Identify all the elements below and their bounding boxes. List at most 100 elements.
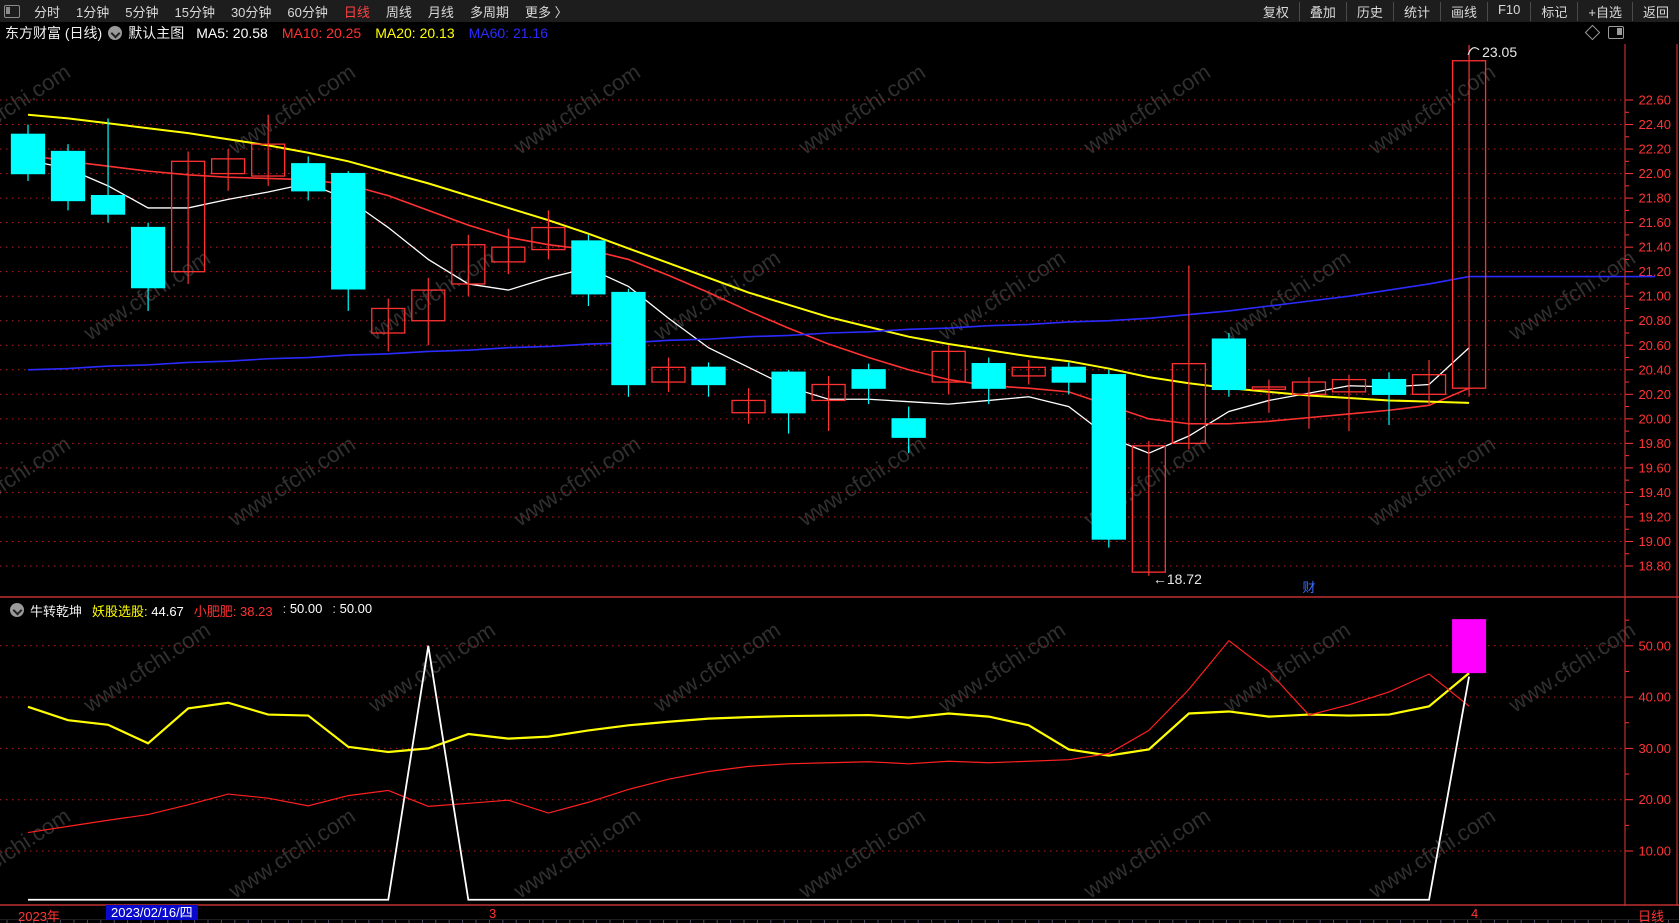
candle-body[interactable] [931, 350, 966, 383]
indicator-field-3: : 50.00 [332, 601, 372, 620]
indicator-field-0: 妖股选股: 44.67 [92, 601, 184, 620]
price-axis-label: 21.60 [1638, 215, 1671, 230]
status-bar: 2023年 2023/02/16/四 3 4 日线 [0, 905, 1679, 923]
action-button-复权[interactable]: 复权 [1262, 4, 1289, 20]
period-tab-5分钟[interactable]: 5分钟 [125, 4, 159, 20]
candle-body[interactable] [251, 143, 286, 177]
indicator-field-value: 38.23 [240, 603, 273, 619]
watermark: www.cfchi.com [933, 245, 1069, 346]
candle-body[interactable] [1131, 445, 1166, 573]
price-axis-label: 19.00 [1638, 534, 1671, 549]
candle-body[interactable] [651, 366, 686, 383]
candle-body[interactable] [1291, 381, 1327, 395]
candle-body[interactable] [611, 291, 646, 386]
indicator-field-2: : 50.00 [283, 601, 323, 620]
candle-body[interactable] [491, 246, 526, 263]
candle-body[interactable] [531, 226, 566, 251]
candle-body[interactable] [1051, 366, 1086, 383]
candle-body[interactable] [1251, 386, 1287, 391]
watermark: www.cfchi.com [363, 245, 499, 346]
price-axis-label: 19.60 [1638, 460, 1671, 475]
window-icon[interactable] [4, 4, 20, 18]
period-tab-多周期[interactable]: 多周期 [469, 4, 509, 20]
candle-body[interactable] [1211, 338, 1247, 391]
candle-body[interactable] [891, 418, 926, 438]
candle-body[interactable] [10, 133, 46, 175]
candle-body[interactable] [571, 240, 606, 295]
price-axis-label: 19.20 [1638, 509, 1671, 524]
candle-body[interactable] [1091, 374, 1126, 540]
action-button-F10[interactable]: F10 [1486, 1, 1530, 21]
period-tab-月线[interactable]: 月线 [427, 4, 454, 20]
price-axis-label: 20.80 [1638, 313, 1671, 328]
action-button-标记[interactable]: 标记 [1530, 1, 1577, 21]
action-button-画线[interactable]: 画线 [1439, 1, 1487, 21]
candle-body[interactable] [771, 371, 806, 414]
signal-bar[interactable] [1452, 619, 1487, 674]
split-pane-icon[interactable] [1608, 26, 1624, 39]
period-tab-周线[interactable]: 周线 [385, 4, 412, 20]
action-button-叠加[interactable]: 叠加 [1298, 1, 1346, 21]
price-axis-label: 20.20 [1638, 387, 1671, 402]
candle-body[interactable] [1371, 378, 1407, 395]
watermark: www.cfchi.com [793, 803, 929, 904]
candle-body[interactable] [291, 163, 326, 192]
candle-body[interactable] [1451, 60, 1487, 389]
main-chart-label: 默认主图 [128, 25, 185, 41]
period-tab-分时[interactable]: 分时 [34, 4, 61, 20]
period-tab-更多 〉[interactable]: 更多 〉 [524, 4, 568, 20]
stock-title: 东方财富 (日线) [5, 25, 103, 41]
indicator-field-label: : [282, 600, 290, 616]
watermark: www.cfchi.com [223, 803, 359, 904]
candle-body[interactable] [1011, 366, 1046, 377]
watermark: www.cfchi.com [223, 431, 359, 532]
period-tab-1分钟[interactable]: 1分钟 [76, 4, 110, 20]
chevron-down-icon[interactable] [108, 26, 123, 40]
candle-body[interactable] [90, 195, 126, 215]
indicator-line-白线 [28, 645, 1470, 901]
watermark: www.cfchi.com [1078, 803, 1214, 904]
candle-body[interactable] [371, 307, 406, 334]
action-button-+自选[interactable]: +自选 [1577, 1, 1632, 21]
period-tab-15分钟[interactable]: 15分钟 [174, 4, 215, 20]
chevron-down-icon[interactable] [10, 603, 24, 617]
indicator-field-label: 妖股选股: [92, 603, 152, 619]
date-label[interactable]: 2023/02/16/四 [106, 905, 198, 920]
candle-body[interactable] [411, 289, 446, 322]
candle-body[interactable] [851, 369, 886, 389]
candle-body[interactable] [210, 158, 246, 175]
candle-body[interactable] [731, 399, 766, 414]
candle-body[interactable] [1171, 363, 1207, 445]
candle-body[interactable] [170, 160, 206, 273]
candle-body[interactable] [50, 150, 86, 202]
candle-body[interactable] [1411, 374, 1447, 395]
action-button-历史[interactable]: 历史 [1345, 1, 1393, 21]
candle-body[interactable] [971, 363, 1006, 389]
period-toolbar: 分时 1分钟 5分钟 15分钟 30分钟 60分钟 日线 周线 月线 多周期 更多 〉 复权 叠加 历史… [0, 0, 1679, 22]
candle-body[interactable] [691, 366, 726, 386]
indicator-field-1: 小肥肥: 38.23 [194, 601, 273, 620]
candle-body[interactable] [331, 172, 366, 290]
period-tab-30分钟[interactable]: 30分钟 [230, 4, 272, 20]
price-axis-label: 18.80 [1638, 558, 1671, 573]
candle-body[interactable] [451, 244, 486, 285]
watermark: www.cfchi.com [1078, 59, 1214, 160]
candle-body[interactable] [130, 226, 166, 289]
watermark: www.cfchi.com [1218, 617, 1354, 718]
ma-label-2: MA20: 20.13 [375, 25, 455, 41]
watermark: www.cfchi.com [793, 431, 929, 532]
price-axis-label: 21.00 [1638, 289, 1671, 304]
action-button-返回[interactable]: 返回 [1631, 1, 1679, 21]
watermark: www.cfchi.com [1218, 245, 1354, 346]
ma-label-1: MA10: 20.25 [281, 25, 362, 41]
action-button-统计[interactable]: 统计 [1392, 1, 1440, 21]
diamond-icon[interactable] [1584, 24, 1601, 41]
candle-body[interactable] [1331, 378, 1367, 393]
period-tab-60分钟[interactable]: 60分钟 [287, 4, 328, 20]
price-axis-label: 19.40 [1638, 485, 1671, 500]
watermark: www.cfchi.com [793, 59, 929, 160]
candle-body[interactable] [811, 383, 846, 402]
period-tab-日线[interactable]: 日线 [343, 4, 370, 20]
indicator-values: 妖股选股: 44.67 小肥肥: 38.23 : 50.00 : 50.00 [92, 601, 382, 620]
